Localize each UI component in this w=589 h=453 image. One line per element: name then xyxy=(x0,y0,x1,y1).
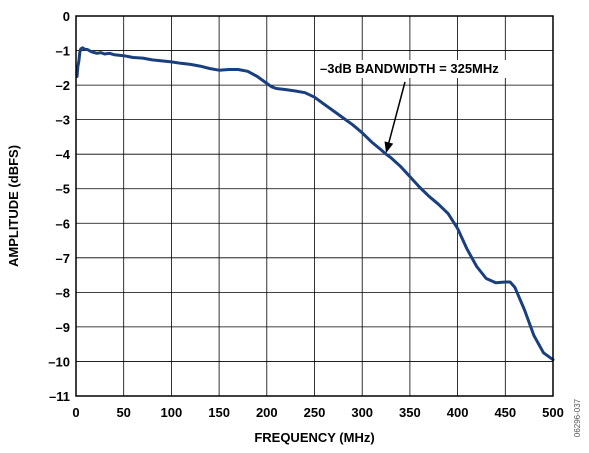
y-tick-label-6: –6 xyxy=(56,216,70,231)
grid xyxy=(76,16,553,396)
y-tick-label-11: –11 xyxy=(49,389,70,404)
x-tick-label-5: 250 xyxy=(304,405,326,420)
y-tick-label-4: –4 xyxy=(56,147,71,162)
x-tick-label-7: 350 xyxy=(399,405,421,420)
x-tick-label-1: 50 xyxy=(116,405,130,420)
series-line xyxy=(75,46,555,362)
x-tick-label-2: 100 xyxy=(161,405,183,420)
x-tick-label-4: 200 xyxy=(256,405,278,420)
y-tick-label-0: 0 xyxy=(63,9,70,24)
y-tick-label-8: –8 xyxy=(56,285,70,300)
x-tick-labels: 0 50 100 150 200 250 300 350 400 450 500 xyxy=(72,405,563,420)
y-tick-label-7: –7 xyxy=(56,251,70,266)
annotation-arrow xyxy=(388,81,406,143)
x-tick-label-3: 150 xyxy=(208,405,230,420)
y-tick-label-5: –5 xyxy=(56,182,70,197)
x-tick-label-0: 0 xyxy=(72,405,79,420)
x-tick-label-8: 400 xyxy=(447,405,469,420)
annotation-label: –3dB BANDWIDTH = 325MHz xyxy=(320,61,499,76)
plot-frame xyxy=(75,15,554,397)
x-axis-title: FREQUENCY (MHz) xyxy=(254,430,374,445)
y-axis-title: AMPLITUDE (dBFS) xyxy=(6,145,21,267)
y-tick-label-1: –1 xyxy=(56,44,70,59)
y-tick-label-9: –9 xyxy=(56,320,70,335)
y-tick-label-2: –2 xyxy=(56,78,70,93)
x-tick-label-10: 500 xyxy=(542,405,564,420)
y-tick-label-10: –10 xyxy=(48,354,70,369)
annotation-arrowhead xyxy=(384,141,394,154)
y-tick-label-3: –3 xyxy=(56,113,70,128)
y-tick-labels: 0 –1 –2 –3 –4 –5 –6 –7 –8 –9 –10 –11 xyxy=(48,9,70,404)
x-tick-label-6: 300 xyxy=(351,405,373,420)
annotation-background xyxy=(317,60,549,78)
x-tick-label-9: 450 xyxy=(494,405,516,420)
figure-id: 06296-037 xyxy=(573,398,582,437)
